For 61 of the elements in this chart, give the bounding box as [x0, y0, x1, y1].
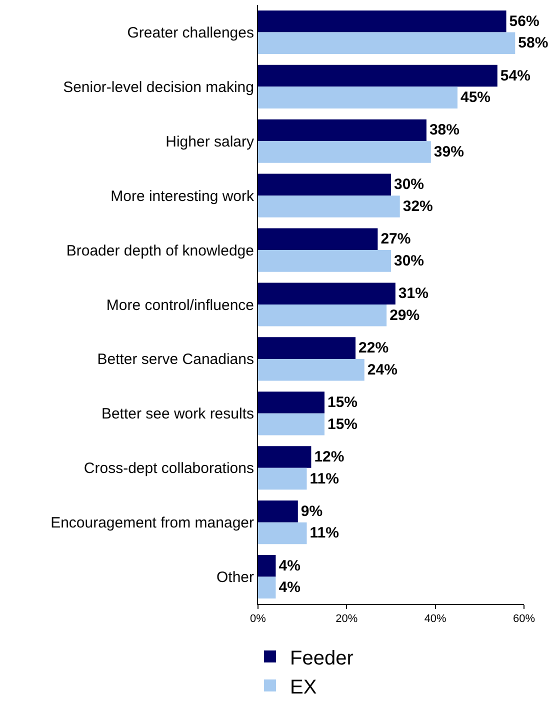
y-tick-label: Other	[216, 569, 254, 586]
bar	[258, 196, 400, 218]
data-label: 56%	[509, 12, 540, 30]
y-tick-label: More control/influence	[106, 296, 254, 314]
bar	[258, 500, 298, 522]
bar	[258, 282, 396, 304]
data-label: 22%	[358, 340, 389, 357]
legend-label: EX	[290, 676, 317, 698]
bar	[258, 468, 307, 490]
x-tick-label: 20%	[336, 613, 358, 626]
data-label: 54%	[500, 67, 530, 84]
y-tick-label: Encouragement from manager	[50, 514, 254, 532]
bar	[258, 174, 391, 196]
data-label: 32%	[402, 198, 433, 215]
y-tick-label: Cross-dept collaborations	[84, 460, 254, 478]
x-tick-label: 60%	[512, 613, 536, 626]
y-tick-label: Greater challenges	[127, 24, 254, 42]
y-tick-label: Better serve Canadians	[97, 351, 254, 368]
bar	[258, 337, 356, 359]
bar	[258, 446, 312, 468]
data-label: 39%	[434, 144, 464, 161]
data-label: 12%	[314, 448, 344, 466]
legend-label: Feeder	[290, 647, 354, 670]
bar	[258, 119, 426, 142]
data-label: 4%	[278, 579, 300, 596]
bar	[258, 64, 498, 87]
data-label: 24%	[367, 361, 398, 378]
bar	[258, 522, 307, 544]
data-label: 9%	[300, 502, 323, 520]
bar	[258, 413, 324, 436]
bar	[258, 304, 387, 326]
bar	[258, 228, 378, 250]
data-label: 58%	[518, 34, 548, 52]
data-label: 15%	[328, 394, 358, 412]
bar	[258, 32, 516, 54]
bar	[258, 250, 391, 272]
bar	[258, 10, 506, 32]
data-label: 31%	[398, 285, 428, 302]
data-label: 30%	[394, 176, 424, 194]
x-tick-label: 40%	[424, 613, 447, 626]
y-tick-label: Better see work results	[101, 406, 254, 423]
data-label: 45%	[460, 89, 491, 106]
data-label: 27%	[380, 230, 411, 248]
y-tick-label: Broader depth of knowledge	[66, 242, 254, 260]
x-tick-label: 0%	[250, 613, 266, 626]
data-label: 11%	[310, 524, 339, 542]
bar	[258, 392, 324, 414]
data-label: 29%	[390, 306, 420, 324]
y-tick-label: More interesting work	[110, 188, 254, 205]
bar	[258, 141, 431, 163]
bar	[258, 554, 276, 577]
y-tick-label: Higher salary	[166, 133, 254, 150]
bar	[258, 576, 276, 599]
y-tick-label: Senior-level decision making	[63, 78, 254, 96]
data-label: 4%	[278, 557, 300, 574]
bar	[258, 86, 458, 108]
data-label: 38%	[429, 122, 460, 139]
data-label: 15%	[328, 416, 358, 433]
data-label: 11%	[310, 470, 339, 488]
data-label: 30%	[394, 252, 424, 270]
bar	[258, 358, 364, 381]
